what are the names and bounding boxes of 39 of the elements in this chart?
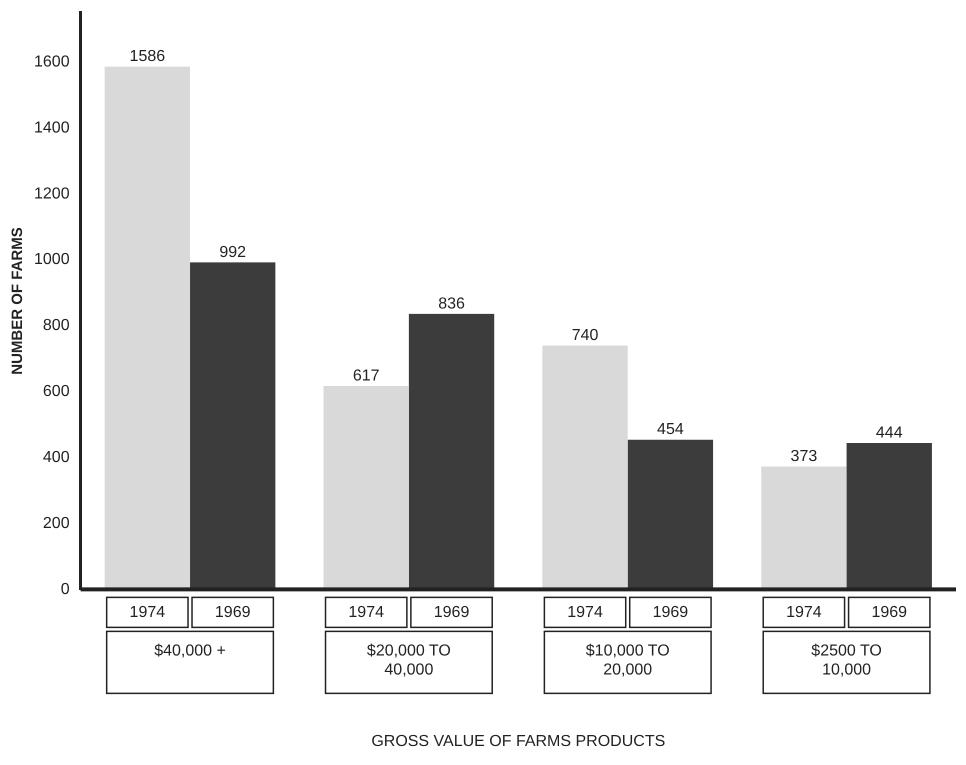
text: 1969 bbox=[871, 604, 908, 621]
data-label: 992 bbox=[219, 244, 246, 261]
y-tick-label: 800 bbox=[42, 317, 70, 334]
x-tick-label: $2500 TO 10,000 bbox=[811, 642, 882, 679]
y-tick-label: 1400 bbox=[34, 119, 70, 136]
y-axis-title: NUMBER OF FARMS bbox=[9, 227, 26, 375]
y-tick-label: 200 bbox=[42, 514, 70, 532]
text: 1974 bbox=[786, 604, 822, 621]
data-label: 373 bbox=[790, 448, 818, 465]
y-tick-label: 1600 bbox=[34, 53, 70, 70]
data-label: 617 bbox=[352, 367, 380, 384]
x-axis-title: GROSS VALUE OF FARMS PRODUCTS bbox=[371, 732, 666, 750]
text: 1969 bbox=[434, 604, 470, 621]
series-label: 1974 bbox=[130, 604, 166, 621]
text: 1974 bbox=[348, 604, 384, 621]
text: 1974 bbox=[567, 604, 603, 621]
data-label: 1586 bbox=[130, 48, 166, 66]
bar bbox=[628, 440, 714, 590]
bar bbox=[846, 443, 932, 590]
x-tick-label: $40,000 + bbox=[154, 642, 226, 660]
data-label: 836 bbox=[438, 295, 465, 312]
bar bbox=[104, 66, 190, 590]
text: 1969 bbox=[652, 604, 688, 621]
y-tick-label: 0 bbox=[60, 580, 70, 598]
bar bbox=[190, 262, 276, 590]
x-tick-label: $10,000 TO 20,000 bbox=[586, 642, 670, 679]
y-tick-label: 400 bbox=[42, 448, 70, 466]
y-tick-label: 1000 bbox=[34, 251, 70, 268]
y-tick-label: 600 bbox=[42, 383, 70, 400]
bar bbox=[408, 314, 494, 590]
series-label: 1969 bbox=[214, 604, 251, 621]
data-label: 740 bbox=[572, 326, 598, 344]
y-tick-label: 1200 bbox=[34, 185, 70, 202]
bar bbox=[542, 345, 628, 590]
bar bbox=[324, 386, 409, 590]
data-label: 454 bbox=[657, 421, 684, 438]
bar bbox=[761, 466, 847, 590]
x-tick-label: $20,000 TO 40,000 bbox=[366, 642, 451, 679]
data-label: 444 bbox=[876, 424, 903, 442]
